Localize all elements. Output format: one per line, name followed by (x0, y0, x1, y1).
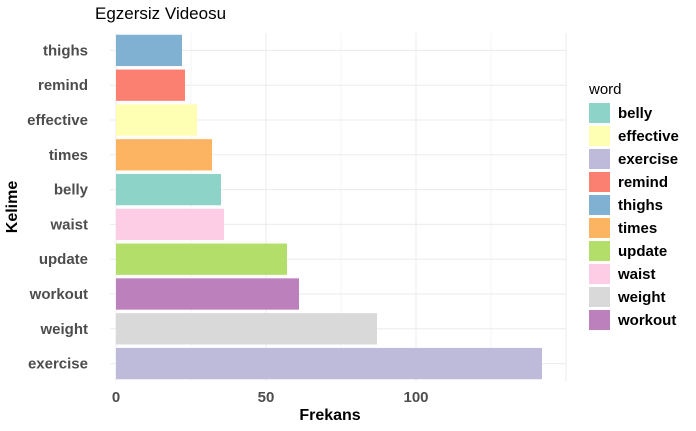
category-label-thighs: thighs (43, 42, 88, 59)
x-tick-label: 0 (112, 389, 120, 406)
legend-swatch-thighs (589, 195, 610, 215)
legend-swatch-exercise (589, 149, 610, 169)
legend: word belly effective exercise remind thighs t… (588, 81, 679, 330)
category-label-effective: effective (27, 112, 88, 129)
legend-swatch-belly (589, 103, 610, 123)
legend-label-belly: belly (618, 105, 653, 122)
chart-title: Egzersiz Videosu (95, 4, 226, 23)
category-label-weight: weight (40, 321, 89, 338)
bar-times (116, 139, 212, 171)
bar-thighs (116, 34, 182, 67)
category-label-workout: workout (29, 286, 88, 303)
bar-exercise (116, 347, 542, 380)
legend-title: word (588, 81, 622, 98)
x-axis-title: Frekans (299, 407, 360, 424)
legend-label-update: update (618, 243, 667, 260)
legend-swatch-update (589, 241, 610, 261)
legend-label-waist: waist (617, 266, 656, 283)
legend-label-remind: remind (618, 174, 668, 191)
legend-swatch-times (589, 218, 610, 238)
category-label-waist: waist (49, 216, 88, 233)
legend-label-times: times (618, 220, 657, 237)
y-axis-title: Kelime (4, 181, 21, 234)
category-label-remind: remind (38, 77, 88, 94)
bar-update (116, 243, 287, 275)
legend-label-weight: weight (617, 289, 666, 306)
legend-swatch-remind (589, 172, 610, 192)
bar-workout (116, 278, 299, 310)
bar-belly (116, 173, 221, 206)
category-labels: thighs remind effective times belly waist upda… (27, 42, 89, 372)
x-tick-labels: 0 50 100 (112, 389, 429, 406)
category-label-update: update (39, 251, 88, 268)
legend-swatch-weight (589, 287, 610, 307)
bar-weight (116, 313, 377, 345)
bar-effective (116, 104, 197, 136)
legend-label-exercise: exercise (618, 151, 678, 168)
bars (116, 34, 542, 380)
bar-waist (116, 208, 224, 241)
legend-label-thighs: thighs (618, 197, 663, 214)
category-label-belly: belly (54, 182, 89, 199)
bar-remind (116, 69, 185, 101)
legend-swatch-effective (589, 126, 610, 146)
x-tick-label: 100 (403, 389, 428, 406)
legend-label-effective: effective (618, 128, 679, 145)
legend-swatch-waist (589, 264, 610, 284)
category-label-times: times (49, 147, 88, 164)
x-tick-label: 50 (258, 389, 275, 406)
category-label-exercise: exercise (28, 356, 88, 373)
legend-swatch-workout (589, 310, 610, 330)
legend-label-workout: workout (617, 312, 676, 329)
